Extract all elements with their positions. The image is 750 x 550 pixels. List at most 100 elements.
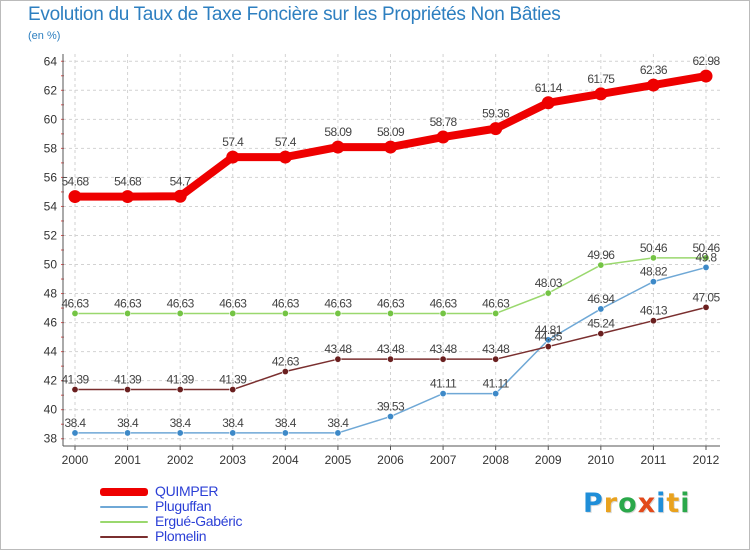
legend-swatch-plomelin [100, 535, 148, 538]
data-point [439, 309, 447, 317]
y-tick-label: 44 [44, 345, 58, 359]
data-point [229, 386, 237, 394]
logo-letter: i [680, 488, 691, 519]
data-label: 38.4 [117, 416, 139, 430]
x-tick-label: 2010 [587, 453, 614, 467]
y-tick-label: 56 [44, 170, 58, 184]
data-point [71, 429, 79, 437]
data-label: 57.4 [222, 135, 244, 149]
legend-swatch-quimper [100, 487, 148, 496]
y-tick-label: 42 [44, 374, 58, 388]
x-tick-label: 2004 [272, 453, 299, 467]
data-point [649, 317, 657, 325]
data-point [702, 263, 710, 271]
data-point [597, 261, 605, 269]
x-tick-label: 2003 [219, 453, 246, 467]
data-point [436, 130, 450, 144]
x-tick-label: 2009 [535, 453, 562, 467]
data-point [281, 368, 289, 376]
data-label: 43.48 [482, 342, 510, 356]
data-label: 38.4 [222, 416, 244, 430]
data-point [386, 355, 394, 363]
logo-letter: P [583, 488, 604, 519]
legend-item-pluguffan: Pluguffan [100, 499, 242, 514]
data-point [124, 429, 132, 437]
y-tick-label: 52 [44, 228, 58, 242]
logo-letter: t [666, 488, 681, 519]
data-point [278, 150, 292, 164]
data-point [541, 96, 555, 110]
data-point [124, 386, 132, 394]
chart-title: Evolution du Taux de Taxe Foncière sur l… [28, 4, 561, 25]
data-label: 48.82 [640, 265, 668, 279]
x-tick-label: 2008 [482, 453, 509, 467]
data-label: 58.78 [430, 115, 458, 129]
data-point [331, 140, 345, 154]
y-tick-label: 48 [44, 287, 58, 301]
data-label: 42.63 [272, 355, 300, 369]
data-label: 46.63 [114, 296, 142, 310]
data-point [68, 190, 82, 204]
data-label: 61.75 [587, 72, 615, 86]
data-label: 43.48 [324, 342, 352, 356]
data-point [702, 254, 710, 262]
data-label: 54.7 [170, 174, 192, 188]
data-label: 38.4 [170, 416, 192, 430]
data-point [492, 390, 500, 398]
legend-item-quimper: QUIMPER [100, 484, 242, 499]
legend-item-ergue-gaberic: Ergué-Gabéric [100, 514, 242, 529]
data-point [226, 150, 240, 164]
data-label: 57.4 [275, 135, 297, 149]
data-point [173, 189, 187, 203]
data-point [281, 309, 289, 317]
data-point [439, 390, 447, 398]
data-point [334, 429, 342, 437]
data-label: 54.68 [114, 175, 142, 189]
data-label: 38.4 [327, 416, 349, 430]
data-point [649, 254, 657, 262]
proxiti-logo: Proxiti [583, 488, 691, 519]
x-tick-label: 2006 [377, 453, 404, 467]
data-point [281, 429, 289, 437]
data-label: 43.48 [377, 342, 405, 356]
legend-swatch-pluguffan [100, 505, 148, 508]
data-point [229, 429, 237, 437]
data-label: 46.63 [272, 296, 300, 310]
data-label: 41.11 [430, 377, 457, 391]
data-label: 46.63 [61, 296, 89, 310]
data-label: 44.81 [535, 323, 563, 337]
data-point [334, 309, 342, 317]
data-label: 46.94 [587, 292, 615, 306]
data-point [176, 429, 184, 437]
data-point [386, 413, 394, 421]
x-tick-label: 2005 [325, 453, 352, 467]
data-label: 41.39 [219, 373, 247, 387]
data-label: 50.46 [692, 241, 720, 255]
data-label: 59.36 [482, 107, 510, 121]
data-point [544, 289, 552, 297]
legend: QUIMPER Pluguffan Ergué-Gabéric Plomelin [100, 484, 242, 544]
data-point [702, 303, 710, 311]
data-point [489, 122, 503, 136]
data-label: 38.4 [65, 416, 87, 430]
y-tick-label: 60 [44, 112, 58, 126]
y-tick-label: 38 [44, 432, 58, 446]
data-label: 48.03 [535, 276, 563, 290]
y-tick-label: 64 [44, 54, 58, 68]
data-point [386, 309, 394, 317]
data-point [544, 343, 552, 351]
y-tick-label: 40 [44, 403, 58, 417]
data-point [124, 309, 132, 317]
data-label: 45.24 [587, 317, 615, 331]
data-point [594, 87, 608, 101]
data-label: 41.39 [61, 373, 89, 387]
x-tick-label: 2000 [62, 453, 89, 467]
data-label: 58.09 [324, 125, 352, 139]
data-label: 46.63 [377, 296, 405, 310]
data-point [699, 69, 713, 83]
y-tick-label: 58 [44, 141, 58, 155]
data-label: 46.63 [324, 296, 352, 310]
data-label: 54.68 [61, 175, 89, 189]
logo-letter: r [603, 488, 619, 519]
data-point [384, 140, 397, 154]
